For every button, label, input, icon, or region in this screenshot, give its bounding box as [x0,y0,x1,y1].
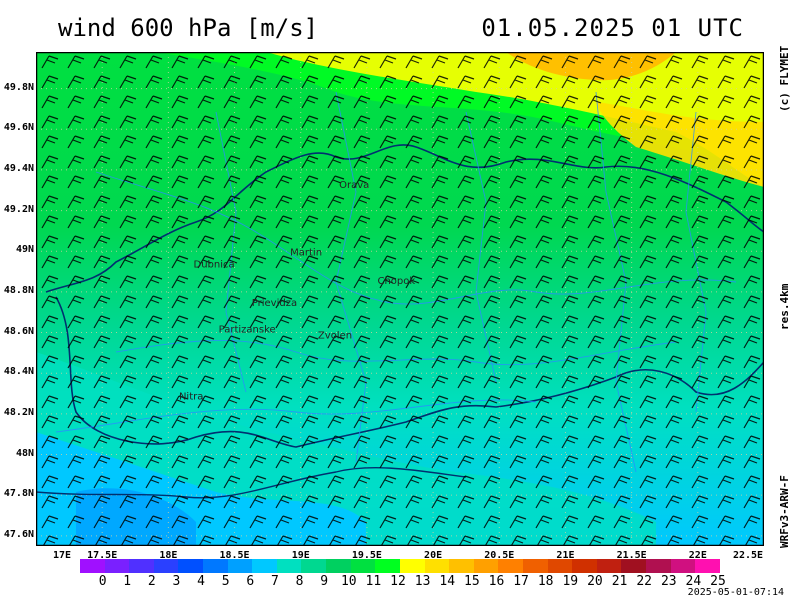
lon-label: 19.5E [351,550,382,561]
forecast-datetime: 01.05.2025 01 UTC [481,14,744,42]
city-label-zvolen: Zvolen [318,331,352,342]
color-scale [80,559,720,573]
color-swatch [326,559,351,573]
model-label: WRFv3-ARW-F [778,475,791,548]
color-swatch [178,559,204,573]
color-swatch [203,559,228,573]
city-label-dubnica: Dubnica [194,259,235,270]
resolution-label: res.4km [778,283,791,330]
color-swatch [646,559,671,573]
lon-label: 20E [424,550,443,561]
color-swatch [276,559,302,573]
color-scale-label: 23 [660,574,677,589]
color-scale-label: 2 [147,574,156,589]
lat-label: 47.8N [3,488,34,500]
lon-label: 22E [688,550,707,561]
color-swatch [498,559,523,573]
generated-timestamp: 2025-05-01-07:14 [687,587,784,598]
color-scale-label: 17 [513,574,529,589]
color-swatch [153,559,179,573]
color-swatch [522,559,548,573]
credit-label: (c) FLYMET [778,45,791,112]
lat-label: 49N [15,244,34,256]
color-swatch [227,559,253,573]
lat-label: 48.8N [3,284,34,296]
wind-barbs [36,52,764,546]
color-scale-label: 21 [611,574,628,589]
color-swatch [252,559,277,573]
color-swatch [621,559,647,573]
lon-label: 22.5E [732,550,764,561]
color-swatch [301,559,327,573]
color-swatch [547,559,573,573]
color-scale-label: 10 [340,574,357,589]
color-swatch [449,559,474,573]
color-scale-label: 22 [636,574,652,589]
lon-label: 21.5E [616,550,647,561]
lon-label: 19E [291,550,310,561]
color-swatch [473,559,499,573]
color-scale-label: 18 [537,574,554,589]
lat-label: 49.2N [3,203,34,215]
color-scale-label: 15 [464,574,480,589]
color-swatch [596,559,622,573]
city-label-nitra: Nitra [179,392,203,403]
color-swatch [350,559,376,573]
lat-label: 48.4N [3,366,34,378]
color-scale-label: 14 [439,574,456,589]
color-scale-label: 11 [365,574,382,589]
color-scale-label: 4 [197,574,205,589]
map-title: wind 600 hPa [m/s] [58,14,319,42]
lon-label: 20.5E [484,550,515,561]
color-scale-label: 25 [710,574,726,589]
color-scale-label: 3 [172,574,181,589]
color-swatch [572,559,597,573]
color-scale-label: 5 [221,574,230,589]
city-label-prievidza: Prievidza [252,298,297,309]
color-scale-label: 6 [246,574,255,589]
lat-label: 49.6N [3,122,34,134]
city-label-chopok: Chopok [377,276,415,287]
color-swatch [375,559,400,573]
lon-label: 18.5E [219,550,250,561]
lat-label: 48.2N [3,406,34,418]
color-scale-label: 8 [295,574,304,589]
color-swatch [104,559,130,573]
map-border [36,52,764,546]
color-swatch [670,559,696,573]
color-scale-label: 12 [390,574,406,589]
color-scale-label: 20 [587,574,603,589]
color-swatch [80,559,105,573]
city-label-partizanske: Partizanske [219,325,276,336]
lat-label: 49.4N [3,162,34,174]
lon-label: 21E [556,550,575,561]
color-scale-label: 24 [685,574,702,589]
lat-label: 48N [15,447,34,459]
city-label-orava: Orava [339,180,369,191]
lat-label: 49.8N [3,81,34,93]
color-scale-label: 0 [98,574,107,589]
lon-label: 17.5E [87,550,118,561]
city-labels: Orava Martin Dubnica Chopok Prievidza Partiza… [179,180,415,402]
color-scale-label: 13 [414,574,431,589]
color-swatch [399,559,425,573]
color-swatch [129,559,154,573]
lon-label: 18E [159,550,178,561]
city-label-martin: Martin [290,247,322,258]
color-scale-label: 7 [271,574,279,589]
color-scale-label: 16 [488,574,505,589]
color-swatch [695,559,720,573]
lon-label: 17E [52,550,72,561]
color-scale-label: 1 [123,574,132,589]
color-scale-label: 9 [320,574,329,589]
color-swatch [424,559,450,573]
lat-label: 48.6N [3,325,34,337]
wind-map: Orava Martin Dubnica Chopok Prievidza Partiza… [36,52,764,546]
lat-label: 47.6N [3,528,34,540]
color-scale-label: 19 [562,574,579,589]
